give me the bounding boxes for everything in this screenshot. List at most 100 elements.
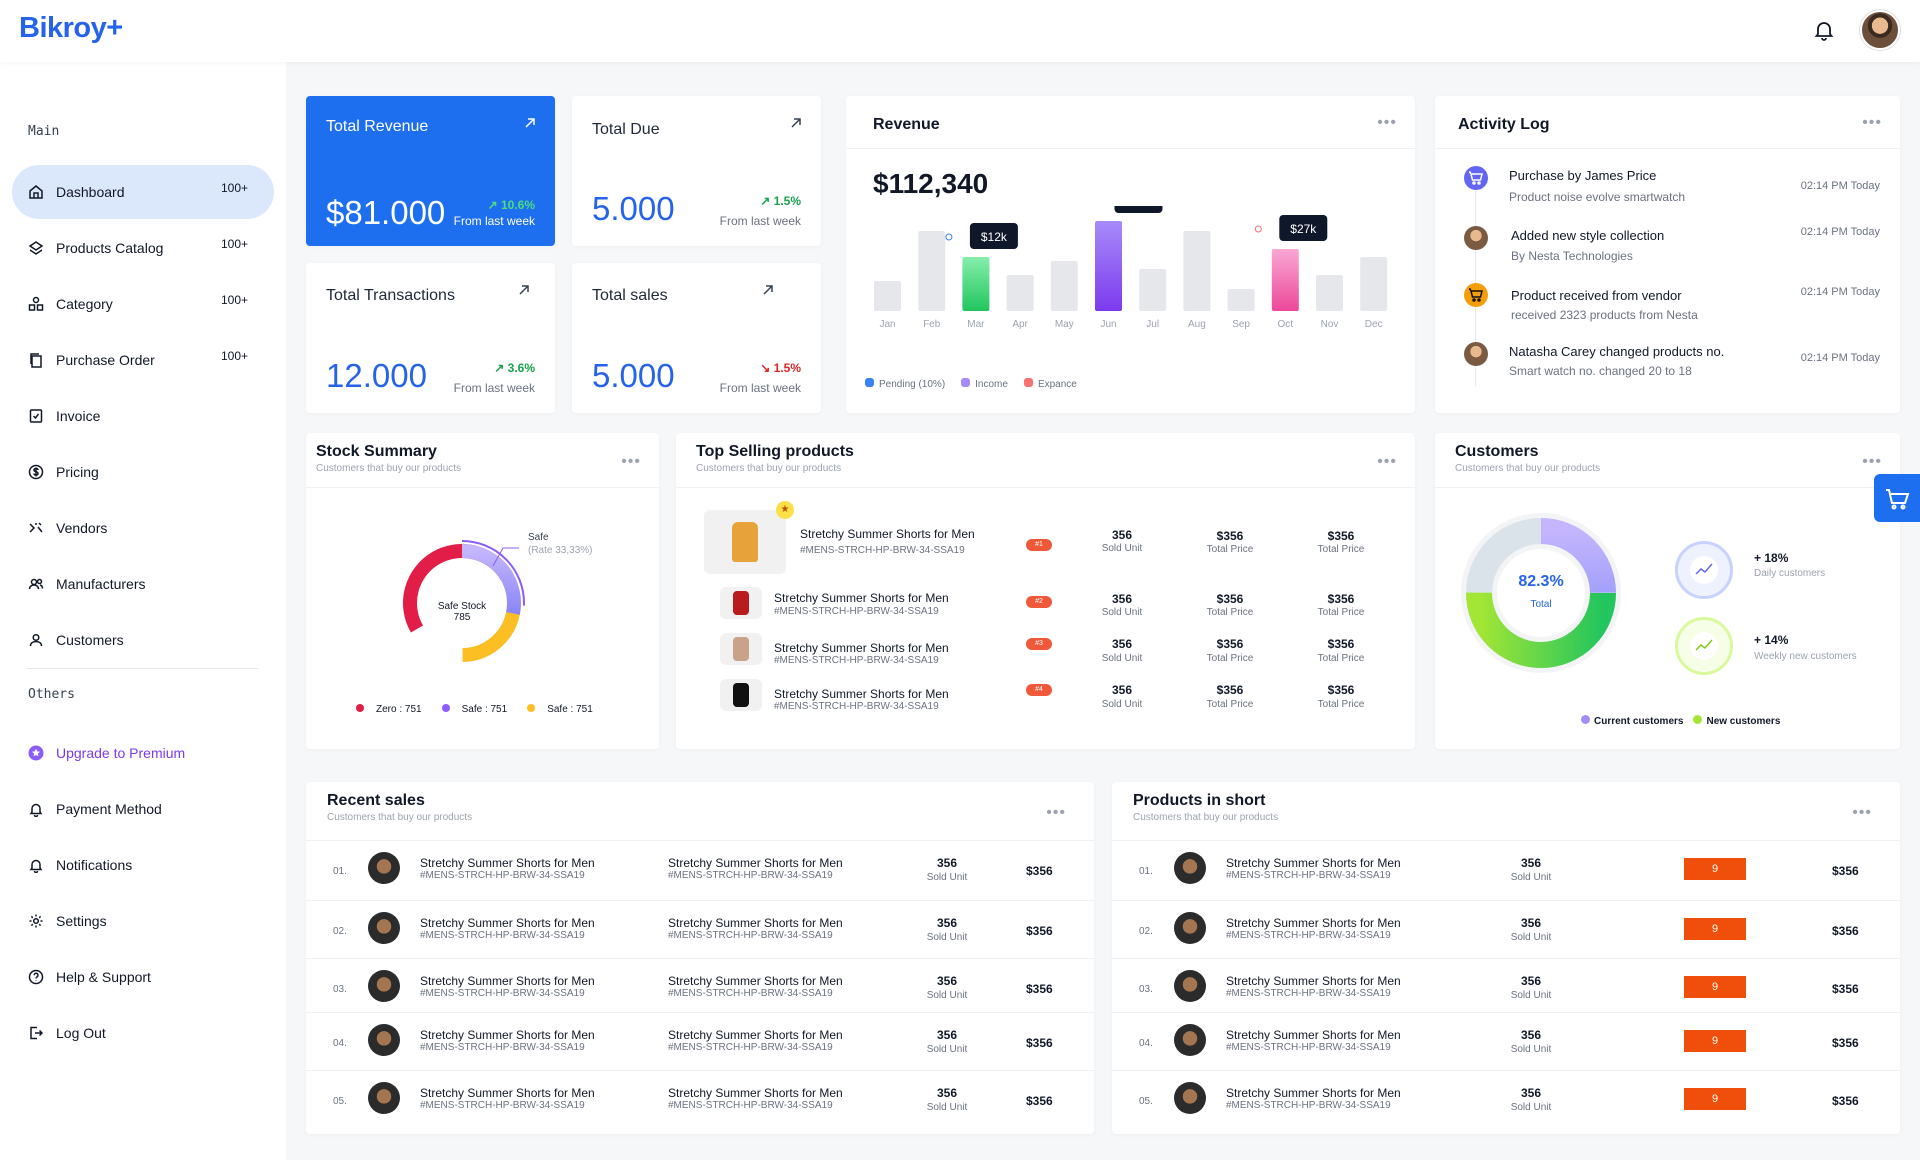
table-row[interactable]: 03. Stretchy Summer Shorts for Men #MENS-S… bbox=[1112, 958, 1900, 1016]
bar-feb[interactable] bbox=[918, 231, 946, 311]
tooltip-dot bbox=[1254, 225, 1262, 233]
sidebar-item-payment-method[interactable]: Payment Method bbox=[12, 782, 274, 836]
kpi-total-revenue[interactable]: Total Revenue $81.000 ↗ 10.6% From last … bbox=[306, 96, 555, 246]
sidebar-item-purchase-order[interactable]: Purchase Order 100+ bbox=[12, 333, 274, 387]
bell-icon[interactable] bbox=[1812, 18, 1836, 42]
bar-oct[interactable] bbox=[1271, 249, 1299, 311]
row-divider bbox=[1112, 958, 1900, 959]
bar-nov[interactable] bbox=[1316, 275, 1343, 311]
table-row[interactable]: 02. Stretchy Summer Shorts for Men #MENS-S… bbox=[1112, 900, 1900, 958]
sold-units-label: Sold Unit bbox=[926, 932, 968, 943]
sidebar-item-settings[interactable]: Settings bbox=[12, 894, 274, 948]
table-row[interactable]: 03. Stretchy Summer Shorts for Men #MENS-S… bbox=[306, 958, 1094, 1016]
arrow-up-right-icon[interactable] bbox=[523, 116, 537, 130]
sidebar-item-upgrade-premium[interactable]: Upgrade to Premium bbox=[12, 726, 274, 780]
product-thumbnail[interactable] bbox=[720, 633, 762, 665]
sold-units-label: Sold Unit bbox=[1510, 1102, 1552, 1113]
product-name: Stretchy Summer Shorts for Men bbox=[774, 641, 949, 655]
row-divider bbox=[1112, 1070, 1900, 1071]
rank-badge: #2 bbox=[1026, 596, 1052, 608]
logout-icon bbox=[30, 1026, 44, 1040]
sidebar-item-products-catalog[interactable]: Products Catalog 100+ bbox=[12, 221, 274, 275]
kpi-total-due[interactable]: Total Due 5.000 ↗ 1.5% From last week bbox=[572, 96, 821, 246]
arrow-up-right-icon[interactable] bbox=[789, 116, 803, 130]
sold-units: 356 bbox=[1111, 528, 1133, 542]
bar-jan[interactable] bbox=[874, 281, 901, 311]
sidebar-item-manufacturers[interactable]: Manufacturers bbox=[12, 557, 274, 611]
sidebar-item-dashboard[interactable]: Dashboard 100+ bbox=[12, 165, 274, 219]
bar-aug[interactable] bbox=[1183, 231, 1211, 311]
product-avatar bbox=[368, 1082, 400, 1114]
table-row[interactable]: 05. Stretchy Summer Shorts for Men #MENS-S… bbox=[306, 1070, 1094, 1128]
price: $356 bbox=[1832, 982, 1859, 996]
price: $356 bbox=[1026, 864, 1053, 878]
row-number: 02. bbox=[333, 926, 347, 937]
activity-sub-2: By Nesta Technologies bbox=[1511, 249, 1633, 263]
table-row[interactable]: 01. Stretchy Summer Shorts for Men #MENS-S… bbox=[1112, 840, 1900, 898]
kpi-title: Total Revenue bbox=[326, 118, 429, 135]
app-logo[interactable]: Bikroy+ bbox=[19, 12, 123, 44]
product-sku: #MENS-STRCH-HP-BRW-34-SSA19 bbox=[420, 930, 585, 941]
sidebar-item-invoice[interactable]: Invoice bbox=[12, 389, 274, 443]
top-bar: Bikroy+ bbox=[0, 0, 1920, 62]
bar-apr[interactable] bbox=[1006, 275, 1034, 311]
top-selling-title: Top Selling products bbox=[696, 443, 854, 460]
revenue-title: Revenue bbox=[873, 116, 940, 133]
product-sku: #MENS-STRCH-HP-BRW-34-SSA19 bbox=[420, 988, 585, 999]
sold-units-label: Sold Unit bbox=[1101, 607, 1143, 618]
sidebar-item-pricing[interactable]: Pricing bbox=[12, 445, 274, 499]
row-number: 01. bbox=[1139, 866, 1153, 877]
legend-income: Income bbox=[961, 378, 1008, 390]
sidebar-item-log-out[interactable]: Log Out bbox=[12, 1006, 274, 1060]
dollar-icon bbox=[28, 464, 44, 480]
table-row[interactable]: 04. Stretchy Summer Shorts for Men #MENS-S… bbox=[306, 1012, 1094, 1070]
bar-mar[interactable] bbox=[962, 257, 990, 311]
kpi-from: From last week bbox=[453, 381, 535, 395]
product-sku: #MENS-STRCH-HP-BRW-34-SSA19 bbox=[668, 1100, 833, 1111]
sidebar-item-help-support[interactable]: Help & Support bbox=[12, 950, 274, 1004]
kpi-total-transactions[interactable]: Total Transactions 12.000 ↗ 3.6% From la… bbox=[306, 263, 555, 413]
legend-pending: Pending (10%) bbox=[865, 378, 945, 390]
product-avatar bbox=[1174, 970, 1206, 1002]
bar-jun[interactable] bbox=[1095, 221, 1122, 311]
more-options-icon[interactable]: ••• bbox=[1862, 453, 1882, 470]
table-row[interactable]: 02. Stretchy Summer Shorts for Men #MENS-S… bbox=[306, 900, 1094, 958]
sidebar-item-customers[interactable]: Customers bbox=[12, 613, 274, 667]
star-icon bbox=[28, 745, 44, 761]
kpi-total-sales[interactable]: Total sales 5.000 ↘ 1.5% From last week bbox=[572, 263, 821, 413]
more-options-icon[interactable]: ••• bbox=[1046, 804, 1066, 821]
price: $356 bbox=[1026, 924, 1053, 938]
bar-sep[interactable] bbox=[1227, 289, 1255, 311]
table-row[interactable]: 05. Stretchy Summer Shorts for Men #MENS-S… bbox=[1112, 1070, 1900, 1128]
more-options-icon[interactable]: ••• bbox=[1862, 114, 1882, 131]
user-avatar[interactable] bbox=[1860, 10, 1900, 50]
more-options-icon[interactable]: ••• bbox=[1377, 453, 1397, 470]
bar-jul[interactable] bbox=[1139, 269, 1167, 311]
cart-floating-button[interactable] bbox=[1874, 474, 1920, 522]
quantity-badge: 9 bbox=[1684, 1030, 1746, 1052]
sidebar-item-category[interactable]: Category 100+ bbox=[12, 277, 274, 331]
bar-may[interactable] bbox=[1050, 261, 1078, 311]
sidebar-item-count: 100+ bbox=[220, 181, 248, 195]
row-divider bbox=[1112, 900, 1900, 901]
gauge-current bbox=[1466, 518, 1616, 668]
arrow-up-right-icon[interactable] bbox=[761, 283, 775, 297]
bar-dec[interactable] bbox=[1360, 257, 1388, 311]
tick-label-feb: Feb bbox=[923, 319, 941, 330]
more-options-icon[interactable]: ••• bbox=[1852, 804, 1872, 821]
sidebar-item-vendors[interactable]: Vendors bbox=[12, 501, 274, 555]
arrow-up-right-icon[interactable] bbox=[517, 283, 531, 297]
more-options-icon[interactable]: ••• bbox=[1377, 114, 1397, 131]
sidebar-item-notifications[interactable]: Notifications bbox=[12, 838, 274, 892]
product-thumbnail[interactable] bbox=[704, 510, 786, 574]
row-divider bbox=[1112, 1012, 1900, 1013]
more-options-icon[interactable]: ••• bbox=[621, 453, 641, 470]
table-row[interactable]: 04. Stretchy Summer Shorts for Men #MENS-S… bbox=[1112, 1012, 1900, 1070]
row-number: 01. bbox=[333, 866, 347, 877]
table-row[interactable]: 01. Stretchy Summer Shorts for Men #MENS-S… bbox=[306, 840, 1094, 898]
trend-up-icon: ↗ bbox=[760, 194, 774, 208]
product-thumbnail[interactable] bbox=[720, 587, 762, 619]
product-sku: #MENS-STRCH-HP-BRW-34-SSA19 bbox=[668, 1042, 833, 1053]
product-thumbnail[interactable] bbox=[720, 679, 762, 711]
donut-segment-safe bbox=[403, 544, 521, 662]
